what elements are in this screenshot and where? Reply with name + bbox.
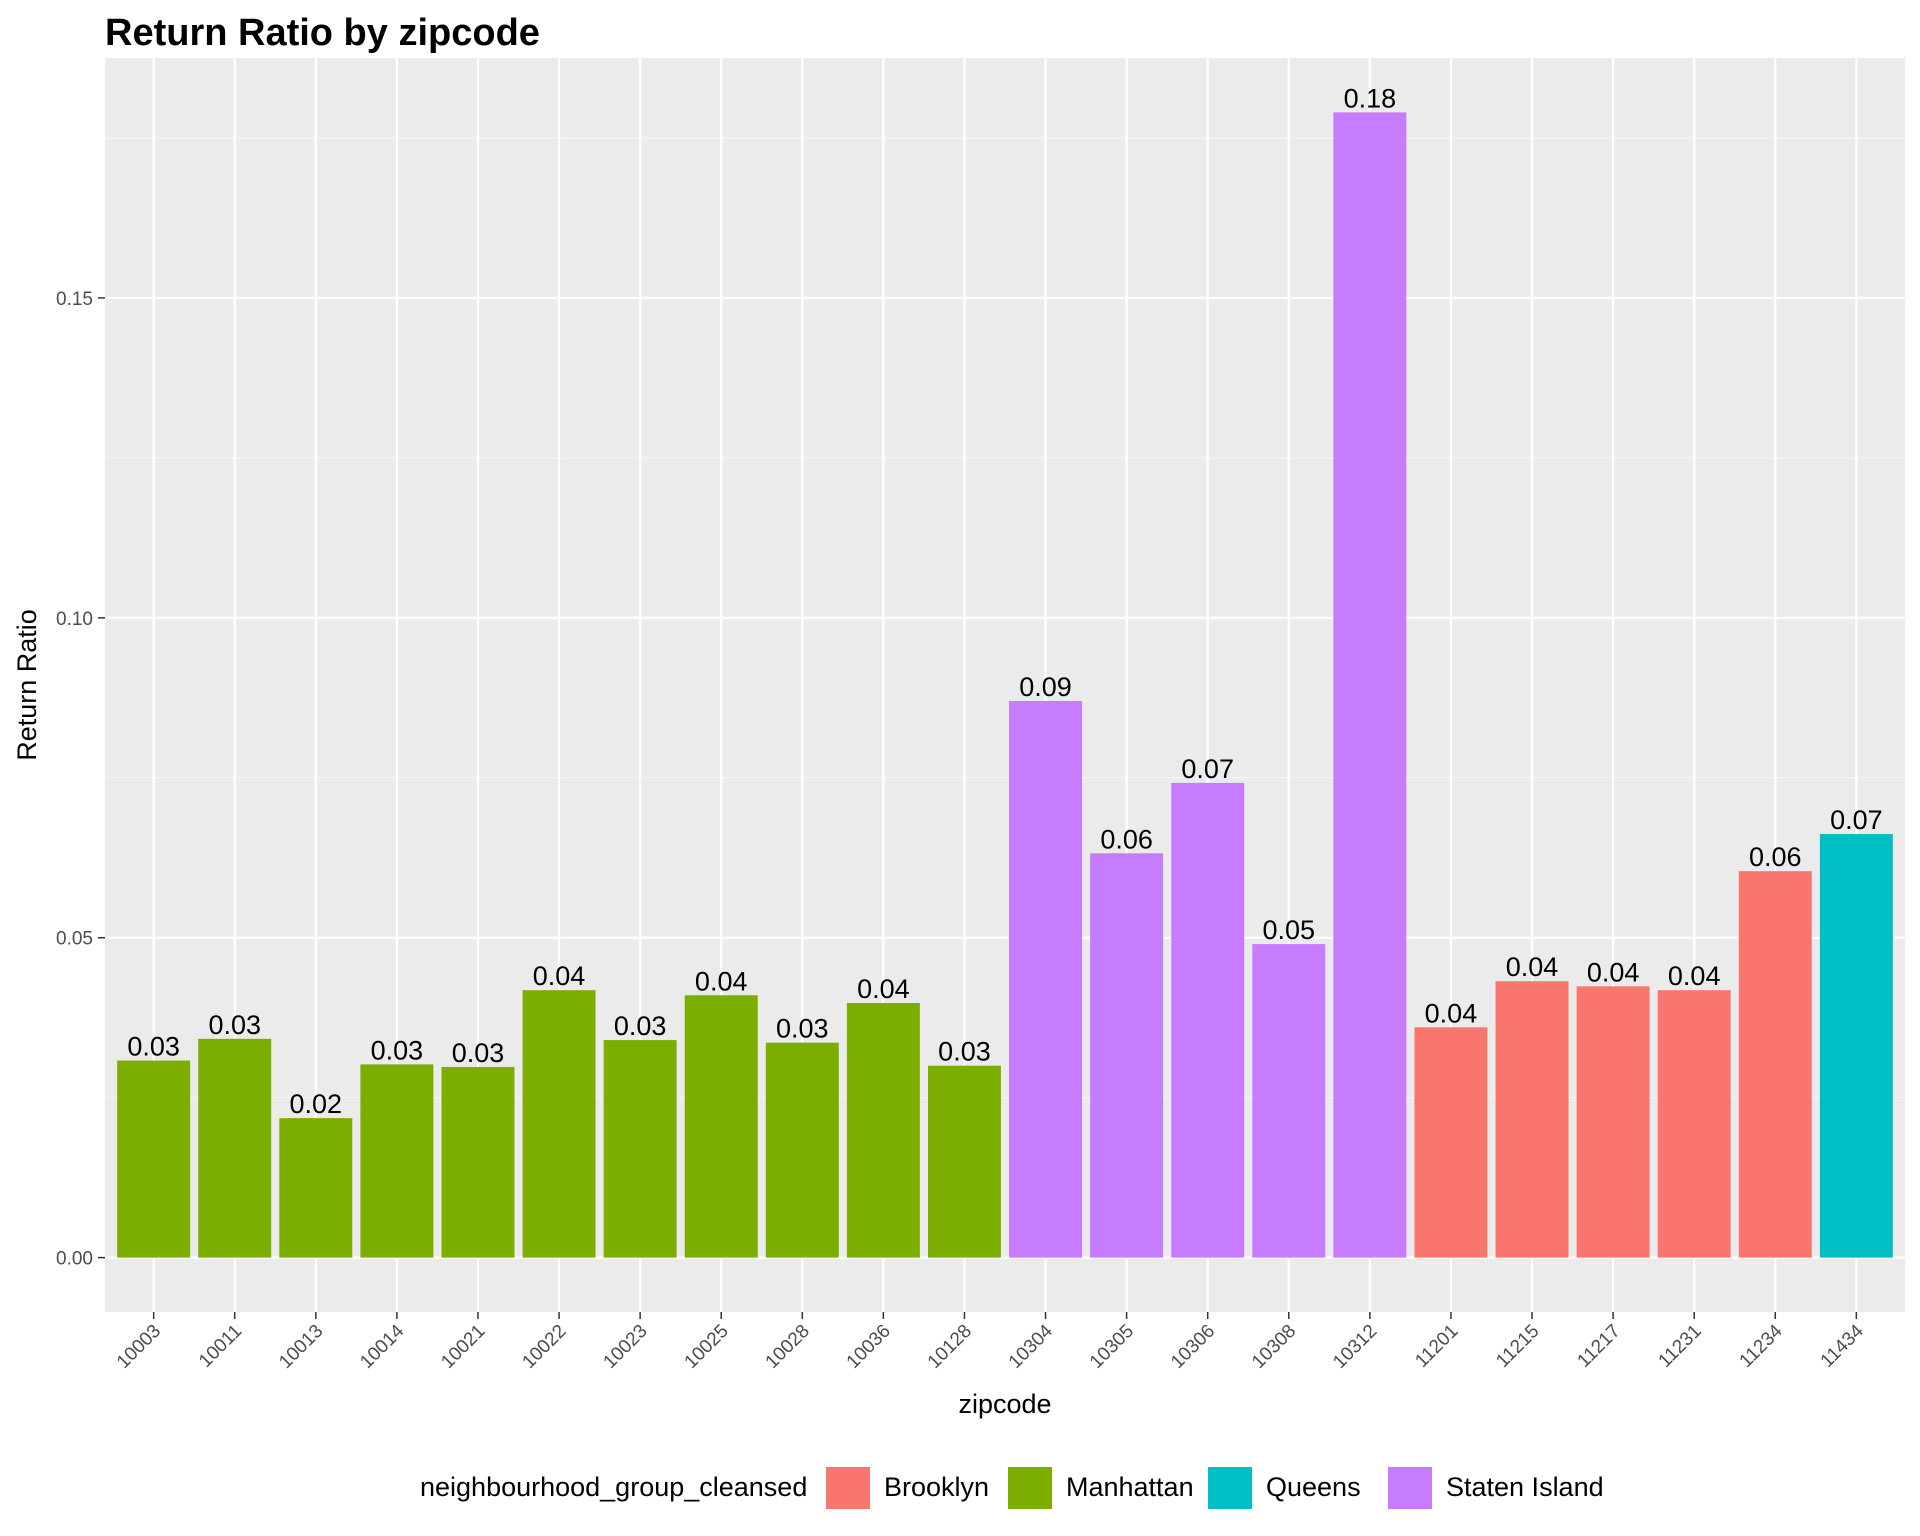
bar-value-label: 0.09 [1019,672,1072,702]
x-tick-label: 10011 [195,1321,246,1372]
x-tick-label: 11234 [1736,1320,1788,1372]
x-tick-label: 10036 [843,1321,895,1373]
x-tick-label: 11231 [1655,1321,1706,1372]
bar-value-label: 0.03 [127,1032,180,1062]
bar-10021 [441,1066,515,1258]
bar-value-label: 0.05 [1263,915,1316,945]
legend-key-manhattan [1008,1467,1052,1509]
x-tick-label: 11201 [1411,1321,1462,1372]
y-tick-label: 0.15 [56,289,93,310]
x-tick-label: 10028 [762,1321,814,1373]
bar-10308 [1252,944,1326,1258]
bar-10013 [279,1118,353,1258]
x-tick-label: 10022 [518,1321,570,1373]
bar-value-label: 0.03 [614,1011,667,1041]
bar-labels: 0.03 0.03 0.02 0.03 0.03 0.04 0.03 0.04 0.03 0.04… [127,83,1882,1119]
x-tick-label: 10003 [113,1321,165,1373]
y-tick-label: 0.00 [56,1249,93,1270]
bar-value-label: 0.03 [938,1037,991,1067]
x-tick-label: 11434 [1817,1320,1869,1372]
x-tick-label: 10304 [1005,1320,1058,1373]
bar-11434 [1819,834,1893,1258]
legend-key-queens [1208,1467,1252,1509]
bar-10023 [603,1040,677,1258]
y-tick-label: 0.10 [56,609,93,630]
bar-10025 [684,995,758,1258]
legend-label: Brooklyn [884,1472,989,1502]
x-tick-label: 11215 [1492,1321,1543,1372]
x-axis-title: zipcode [958,1389,1051,1419]
bar-10003 [117,1060,191,1258]
bar-10036 [846,1002,920,1258]
legend: neighbourhood_group_cleansed Brooklyn Man… [420,1467,1604,1509]
x-tick-label: 10308 [1248,1321,1300,1373]
bar-10011 [198,1038,272,1258]
chart-title: Return Ratio by zipcode [105,12,540,54]
bar-10312 [1333,112,1407,1258]
x-tick-label: 10013 [275,1321,327,1373]
bar-10304 [1009,700,1083,1258]
legend-key-staten-island [1388,1467,1432,1509]
x-tick-label: 10305 [1086,1321,1138,1373]
bar-value-label: 0.06 [1749,842,1802,872]
bar-value-label: 0.04 [695,966,748,996]
x-tick-label: 10128 [924,1321,976,1373]
y-axis-title: Return Ratio [12,609,42,761]
x-axis: 10003 10011 10013 10014 10021 10022 10023 10025… [113,1312,1868,1373]
bar-value-label: 0.03 [776,1014,829,1044]
legend-title: neighbourhood_group_cleansed [420,1472,807,1502]
bar-value-label: 0.04 [1668,961,1721,991]
bar-10028 [765,1042,839,1258]
x-tick-label: 10025 [681,1321,733,1373]
x-tick-label: 11217 [1573,1321,1624,1372]
bar-value-label: 0.04 [533,961,586,991]
bar-value-label: 0.03 [452,1038,505,1068]
bar-10022 [522,990,596,1258]
bar-value-label: 0.02 [290,1089,343,1119]
legend-label: Staten Island [1446,1472,1604,1502]
bar-10014 [360,1064,434,1258]
bar-value-label: 0.04 [1425,998,1478,1028]
bar-value-label: 0.03 [208,1010,261,1040]
bar-value-label: 0.07 [1830,805,1883,835]
bar-value-label: 0.06 [1100,824,1153,854]
x-tick-label: 10023 [599,1321,651,1373]
legend-label: Manhattan [1066,1472,1194,1502]
bar-10305 [1090,853,1164,1258]
bar-value-label: 0.18 [1344,83,1397,113]
bar-value-label: 0.04 [1506,952,1559,982]
y-axis: 0.00 0.05 0.10 0.15 [56,289,105,1270]
bars [117,112,1893,1258]
legend-label: Queens [1266,1472,1361,1502]
bar-value-label: 0.07 [1181,754,1234,784]
x-tick-label: 10312 [1329,1321,1381,1373]
bar-value-label: 0.04 [857,974,910,1004]
bar-value-label: 0.03 [371,1035,424,1065]
bar-10306 [1171,782,1245,1258]
x-tick-label: 10021 [437,1321,489,1373]
x-tick-label: 10306 [1167,1321,1219,1373]
x-tick-label: 10014 [356,1320,409,1373]
bar-11234 [1738,871,1812,1258]
bar-value-label: 0.04 [1587,957,1640,987]
bar-11231 [1657,990,1731,1258]
bar-11217 [1576,986,1650,1258]
bar-10128 [927,1065,1001,1258]
legend-key-brooklyn [826,1467,870,1509]
bar-11201 [1414,1027,1488,1258]
y-tick-label: 0.05 [56,929,93,950]
bar-11215 [1495,981,1569,1258]
